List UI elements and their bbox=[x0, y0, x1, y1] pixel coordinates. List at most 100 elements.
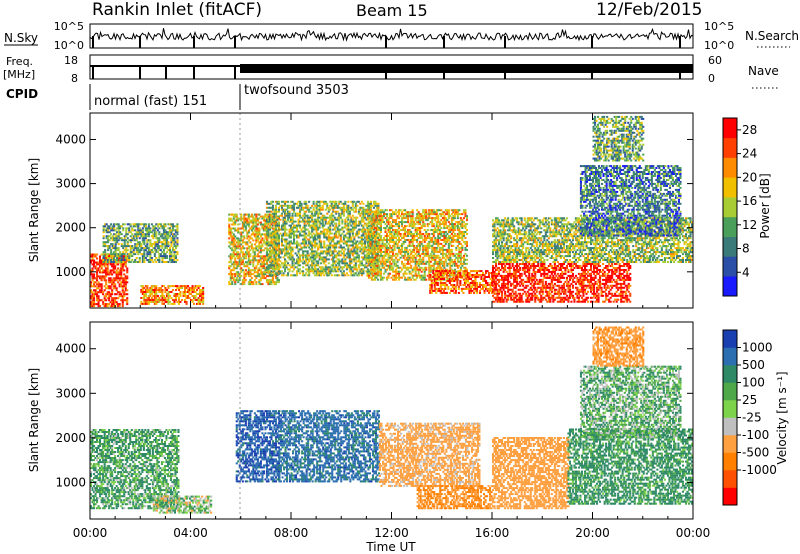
echo-cell bbox=[422, 246, 425, 249]
echo-cell bbox=[161, 247, 164, 250]
echo-cell bbox=[267, 240, 270, 243]
echo-cell bbox=[190, 299, 193, 301]
echo-cell bbox=[407, 258, 410, 261]
echo-cell bbox=[398, 246, 401, 249]
echo-cell bbox=[284, 248, 287, 251]
echo-cell bbox=[161, 257, 164, 259]
echo-cell bbox=[296, 224, 299, 227]
echo-cell bbox=[367, 250, 370, 253]
echo-cell bbox=[146, 291, 149, 293]
echo-cell bbox=[262, 263, 265, 266]
echo-cell bbox=[125, 255, 128, 258]
echo-cell bbox=[117, 305, 120, 308]
echo-cell bbox=[369, 231, 372, 233]
echo-cell bbox=[426, 237, 429, 239]
echo-cell bbox=[314, 274, 317, 277]
echo-cell bbox=[402, 242, 405, 245]
echo-cell bbox=[144, 247, 147, 250]
echo-cell bbox=[237, 237, 240, 240]
echo-cell bbox=[437, 240, 440, 243]
echo-cell bbox=[117, 229, 120, 232]
echo-cell bbox=[299, 200, 302, 203]
echo-cell bbox=[135, 257, 138, 259]
echo-cell bbox=[306, 204, 309, 207]
echo-cell bbox=[347, 250, 350, 253]
echo-cell bbox=[274, 277, 277, 280]
echo-cell bbox=[164, 287, 167, 289]
echo-cell bbox=[141, 241, 144, 244]
echo-cell bbox=[146, 297, 149, 299]
echo-cell bbox=[280, 250, 283, 253]
echo-cell bbox=[277, 239, 280, 242]
echo-cell bbox=[104, 223, 107, 226]
echo-cell bbox=[404, 276, 407, 279]
echo-cell bbox=[398, 233, 401, 235]
echo-cell bbox=[441, 217, 444, 220]
echo-cell bbox=[359, 246, 362, 249]
echo-cell bbox=[152, 251, 155, 254]
echo-cell bbox=[339, 246, 342, 249]
echo-cell bbox=[323, 246, 326, 249]
echo-cell bbox=[327, 234, 330, 237]
noise-tick-bottom: 10^0 bbox=[54, 39, 84, 52]
echo-cell bbox=[419, 235, 422, 237]
echo-cell bbox=[276, 262, 279, 265]
echo-cell bbox=[232, 237, 235, 240]
echo-cell bbox=[156, 229, 159, 232]
echo-cell bbox=[303, 220, 306, 223]
echo-cell bbox=[97, 299, 100, 302]
echo-cell bbox=[264, 273, 267, 276]
echo-cell bbox=[367, 240, 370, 243]
echo-cell bbox=[138, 233, 141, 236]
echo-cell bbox=[411, 233, 414, 235]
echo-cell bbox=[112, 279, 115, 282]
echo-cell bbox=[255, 215, 258, 218]
echo-cell bbox=[120, 239, 123, 242]
echo-cell bbox=[422, 258, 425, 261]
echo-cell bbox=[288, 224, 291, 227]
echo-cell bbox=[335, 256, 338, 259]
echo-cell bbox=[164, 257, 167, 259]
echo-cell bbox=[268, 247, 271, 250]
echo-cell bbox=[367, 272, 370, 275]
echo-cell bbox=[440, 242, 443, 245]
echo-cell bbox=[141, 227, 144, 230]
echo-cell bbox=[437, 219, 440, 222]
echo-cell bbox=[399, 252, 402, 255]
echo-cell bbox=[434, 240, 437, 243]
echo-cell bbox=[296, 244, 299, 247]
echo-cell bbox=[359, 208, 362, 211]
echo-cell bbox=[335, 266, 338, 269]
echo-cell bbox=[393, 233, 396, 235]
echo-cell bbox=[184, 295, 187, 297]
echo-cell bbox=[360, 236, 363, 239]
echo-cell bbox=[274, 221, 277, 224]
echo-cell bbox=[347, 264, 350, 267]
echo-cell bbox=[243, 217, 246, 220]
echo-cell bbox=[159, 233, 162, 236]
echo-cell bbox=[249, 249, 252, 252]
echo-cell bbox=[312, 202, 315, 205]
echo-cell bbox=[149, 293, 152, 295]
echo-cell bbox=[238, 245, 241, 248]
echo-cell bbox=[305, 264, 308, 267]
echo-cell bbox=[150, 249, 153, 252]
echo-cell bbox=[93, 305, 96, 308]
echo-cell bbox=[135, 247, 138, 250]
echo-cell bbox=[376, 278, 379, 281]
echo-cell bbox=[302, 258, 305, 261]
echo-cell bbox=[372, 219, 375, 222]
echo-cell bbox=[312, 268, 315, 271]
echo-cell bbox=[255, 219, 258, 222]
echo-cell bbox=[390, 237, 393, 239]
echo-cell bbox=[342, 204, 345, 207]
echo-cell bbox=[112, 301, 115, 304]
echo-cell bbox=[320, 252, 323, 255]
echo-cell bbox=[96, 269, 99, 272]
echo-cell bbox=[97, 267, 100, 270]
echo-cell bbox=[107, 249, 110, 252]
echo-cell bbox=[268, 279, 271, 282]
echo-cell bbox=[410, 272, 413, 275]
echo-cell bbox=[103, 303, 106, 306]
echo-cell bbox=[360, 238, 363, 241]
